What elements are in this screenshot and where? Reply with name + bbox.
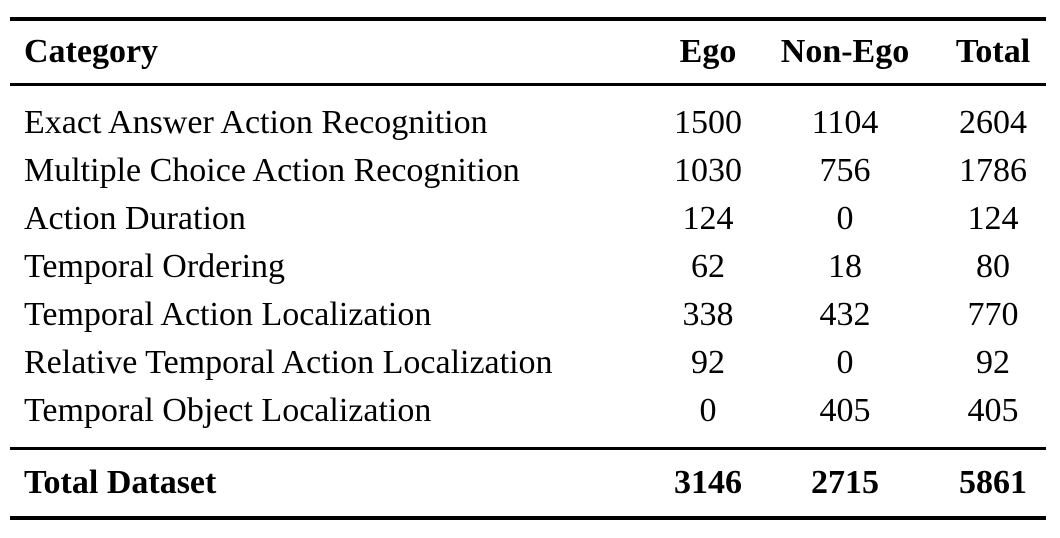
row-ego-value: 62 [691,248,725,286]
row-category: Action Duration [24,200,246,238]
row-total-value: 770 [967,296,1019,334]
footer-non-ego-value: 2715 [750,447,940,518]
footer-category: Total Dataset [10,447,666,518]
row-ego-value: 124 [682,200,734,238]
row-non-ego-value: 1104 [811,104,879,142]
row-non-ego-value: 0 [836,344,854,382]
table-header-row: Category Ego Non-Ego Total [10,19,1046,86]
row-non-ego-value: 0 [836,200,854,238]
row-non-ego-value: 756 [819,152,871,190]
column-header-non-ego: Non-Ego [750,19,940,86]
column-header-ego: Ego [666,19,750,86]
row-total-value: 405 [967,392,1019,430]
table-footer-row: Total Dataset 3146 2715 5861 [10,447,1046,518]
row-total-value: 2604 [959,104,1027,142]
table-row: Multiple Choice Action Recognition 1030 … [10,147,1046,195]
row-non-ego-value: 405 [819,392,871,430]
table-row: Exact Answer Action Recognition 1500 110… [10,85,1046,148]
row-ego-value: 92 [691,344,725,382]
table-row: Action Duration 124 0 124 [10,195,1046,243]
row-total-value: 124 [967,200,1019,238]
row-category: Multiple Choice Action Recognition [24,152,520,190]
row-category: Temporal Object Localization [24,392,432,430]
column-header-category: Category [10,19,666,86]
column-header-total: Total [940,19,1046,86]
dataset-statistics-table: Category Ego Non-Ego Total Exact Answer … [10,17,1046,520]
footer-total-value: 5861 [940,447,1046,518]
row-total-value: 80 [976,248,1010,286]
row-category: Temporal Action Localization [24,296,432,334]
row-category: Exact Answer Action Recognition [24,104,488,142]
table-row: Relative Temporal Action Localization 92… [10,339,1046,387]
row-category: Relative Temporal Action Localization [24,344,553,382]
row-ego-value: 1500 [674,104,742,142]
table-row: Temporal Ordering 62 18 80 [10,243,1046,291]
footer-ego-value: 3146 [666,447,750,518]
row-total-value: 1786 [959,152,1027,190]
row-category: Temporal Ordering [24,248,286,286]
table-row: Temporal Action Localization 338 432 770 [10,291,1046,339]
row-ego-value: 1030 [674,152,742,190]
row-non-ego-value: 18 [828,248,862,286]
table-row: Temporal Object Localization 0 405 405 [10,387,1046,449]
row-total-value: 92 [976,344,1010,382]
row-ego-value: 0 [699,392,717,430]
row-non-ego-value: 432 [819,296,871,334]
row-ego-value: 338 [682,296,734,334]
